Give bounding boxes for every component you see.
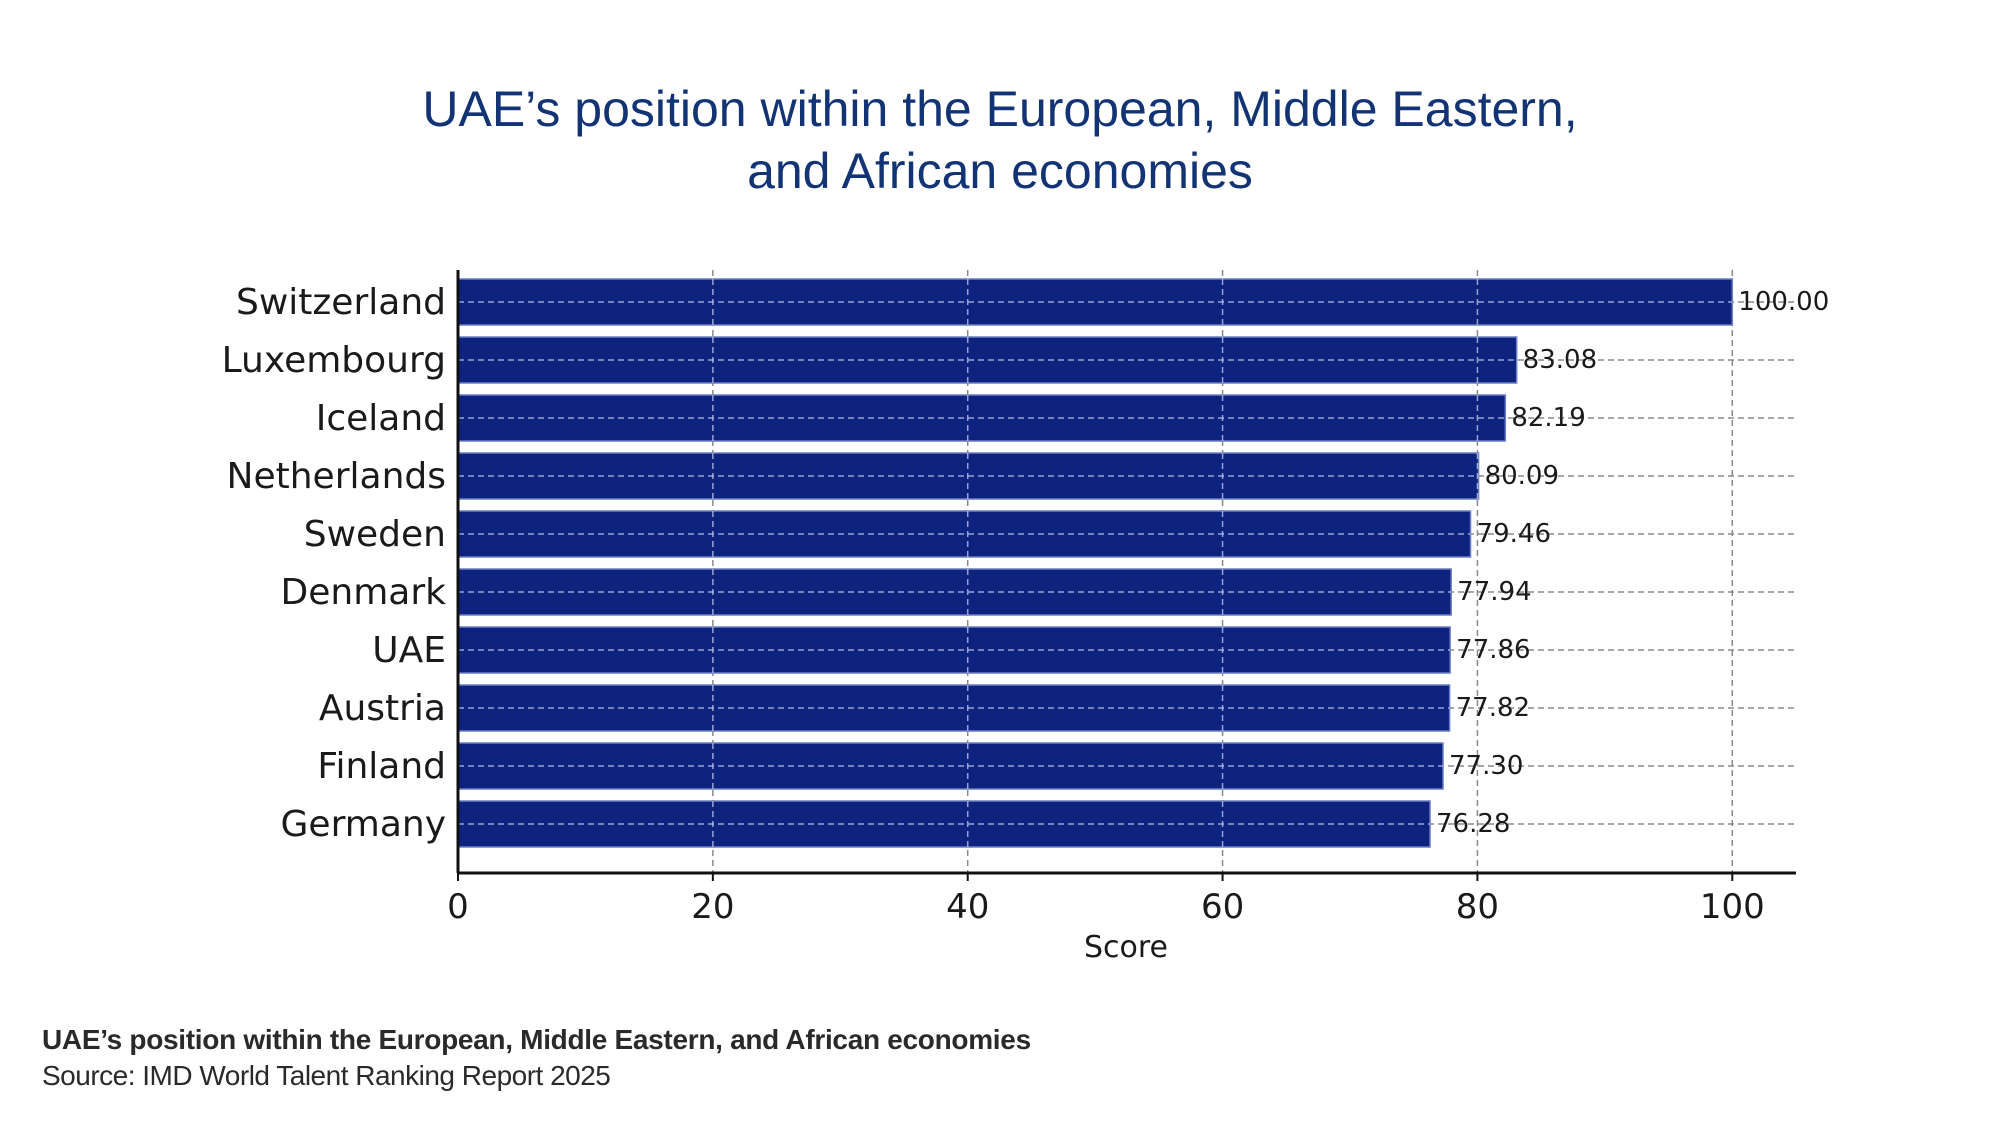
category-label: Netherlands [227, 456, 446, 497]
value-label: 82.19 [1511, 403, 1585, 433]
chart-title: UAE’s position within the European, Midd… [0, 78, 2000, 202]
x-tick-label: 20 [691, 887, 734, 927]
category-label: Iceland [316, 398, 446, 439]
value-label: 77.30 [1449, 751, 1523, 781]
caption-title: UAE’s position within the European, Midd… [42, 1024, 1031, 1055]
caption-source: Source: IMD World Talent Ranking Report … [42, 1060, 611, 1091]
chart-title-line-1: UAE’s position within the European, Midd… [422, 81, 1578, 137]
value-label: 100.00 [1738, 287, 1829, 317]
category-label: Germany [281, 804, 446, 845]
x-tick-label: 80 [1456, 887, 1499, 927]
value-label: 77.86 [1456, 635, 1530, 665]
category-label: Luxembourg [222, 340, 446, 381]
value-label: 76.28 [1436, 809, 1510, 839]
category-label: UAE [372, 630, 446, 671]
category-label: Denmark [281, 572, 447, 613]
category-label: Sweden [304, 514, 446, 555]
value-label: 83.08 [1523, 345, 1597, 375]
x-tick-label: 0 [447, 887, 469, 927]
x-tick-label: 100 [1700, 887, 1765, 927]
value-label: 77.94 [1457, 577, 1531, 607]
category-label: Finland [317, 746, 446, 787]
bar [457, 336, 1518, 384]
category-label: Austria [319, 688, 446, 729]
x-tick-label: 60 [1201, 887, 1244, 927]
x-axis: 0 20 40 60 80 100 [447, 270, 1796, 927]
x-axis-title: Score [1084, 930, 1168, 965]
value-label: 77.82 [1456, 693, 1530, 723]
bar-gridlines [458, 279, 1733, 847]
category-label: Switzerland [236, 282, 446, 323]
labels: Switzerland 100.00 Luxembourg 83.08 Iceland 8… [222, 282, 1830, 845]
x-tick-label: 40 [946, 887, 989, 927]
figure-caption: UAE’s position within the European, Midd… [42, 1022, 1031, 1094]
value-label: 80.09 [1485, 461, 1559, 491]
value-label: 79.46 [1477, 519, 1551, 549]
chart-title-line-2: and African economies [747, 143, 1253, 199]
